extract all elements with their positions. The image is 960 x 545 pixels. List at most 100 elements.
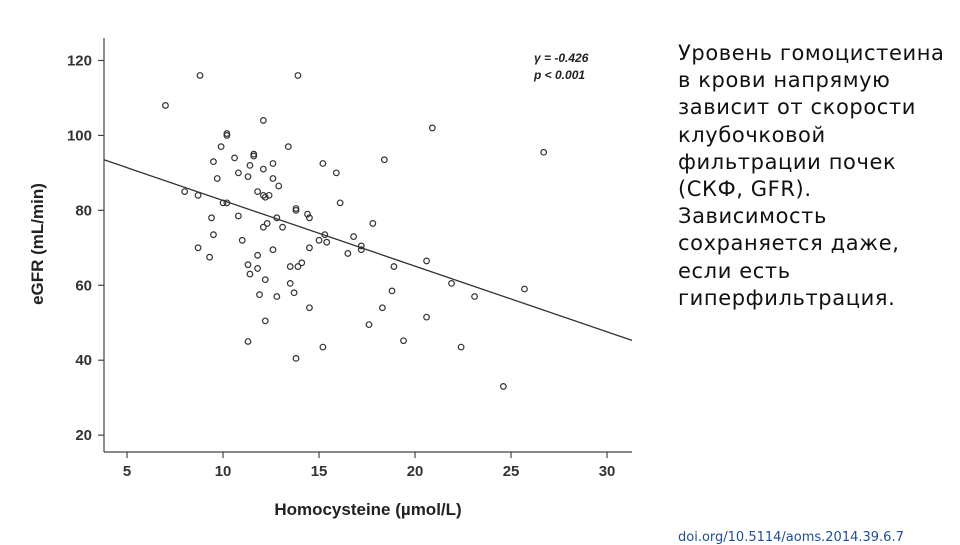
data-point — [357, 242, 365, 250]
data-point — [292, 206, 300, 214]
data-point — [206, 253, 214, 261]
y-tick-label: 120 — [67, 52, 92, 69]
y-axis-label: eGFR (mL/min) — [28, 183, 47, 305]
data-point — [298, 259, 306, 267]
data-point — [315, 236, 323, 244]
data-point — [254, 251, 262, 259]
data-point — [379, 304, 386, 312]
data-point — [263, 220, 271, 227]
data-point — [269, 160, 277, 167]
data-point — [279, 223, 286, 231]
x-axis-label: Homocysteine (µmol/L) — [274, 500, 461, 519]
data-point — [265, 191, 273, 199]
data-point — [208, 214, 215, 222]
data-point — [162, 102, 169, 109]
data-point — [223, 199, 231, 207]
data-point — [400, 337, 407, 345]
data-point — [246, 270, 254, 278]
data-point — [244, 173, 252, 181]
data-point — [357, 246, 365, 254]
data-point — [306, 304, 313, 312]
data-point — [423, 257, 430, 265]
data-point — [332, 169, 340, 177]
data-point — [390, 263, 398, 270]
x-tick-label: 10 — [215, 463, 232, 480]
data-point — [350, 233, 358, 240]
y-tick-label: 100 — [67, 127, 92, 144]
y-tick-label: 60 — [75, 277, 92, 294]
data-point — [269, 175, 277, 182]
r-annotation: γ = -0.426 — [534, 51, 589, 65]
data-point — [217, 143, 225, 151]
data-point — [380, 156, 388, 164]
x-tick-label: 30 — [599, 463, 616, 480]
data-point — [234, 169, 242, 177]
data-point — [210, 231, 217, 239]
data-point — [194, 191, 202, 199]
description-text: Уровень гомоцистеина в крови напрямую за… — [678, 41, 945, 310]
data-point — [213, 175, 221, 182]
data-point — [471, 293, 478, 300]
data-point — [181, 188, 189, 196]
data-point — [344, 250, 352, 257]
data-point — [196, 72, 204, 79]
data-point — [244, 338, 252, 345]
data-point — [369, 220, 377, 227]
data-point — [336, 199, 344, 207]
data-point — [250, 152, 258, 160]
data-point — [273, 293, 281, 300]
data-point — [499, 383, 507, 390]
data-point — [269, 246, 277, 254]
data-point — [540, 148, 548, 156]
x-tick-label: 5 — [123, 463, 131, 480]
data-point — [321, 231, 329, 239]
data-point — [323, 238, 331, 246]
data-point — [304, 210, 311, 218]
data-point — [256, 291, 263, 299]
data-point — [261, 317, 269, 325]
plot-area: 20 40 60 80 100 120 5 10 15 20 25 30 — [67, 38, 633, 480]
data-point — [306, 244, 313, 252]
data-point — [365, 321, 373, 329]
data-point — [286, 263, 294, 270]
data-point — [428, 124, 436, 132]
data-point — [294, 263, 302, 270]
data-point — [223, 132, 231, 139]
data-point — [292, 354, 300, 362]
data-point — [306, 214, 313, 222]
data-point — [261, 193, 269, 201]
data-point — [457, 343, 465, 351]
data-point — [294, 72, 302, 79]
data-point — [219, 199, 227, 207]
x-tick-label: 15 — [311, 463, 328, 480]
data-point — [290, 289, 298, 297]
data-point — [448, 280, 455, 287]
data-point — [284, 143, 292, 151]
y-tick-label: 40 — [75, 352, 92, 369]
data-point — [254, 188, 262, 196]
data-point — [286, 280, 294, 287]
data-point — [521, 285, 528, 293]
source-link[interactable]: doi.org/10.5114/aoms.2014.39.6.7 — [678, 530, 904, 545]
data-point — [210, 158, 217, 166]
x-tick-label: 20 — [407, 463, 424, 480]
data-point — [275, 182, 283, 190]
data-point — [246, 161, 254, 169]
x-tick-label: 25 — [503, 463, 520, 480]
data-point — [259, 117, 267, 124]
data-point — [254, 265, 262, 272]
data-point — [319, 160, 327, 167]
y-tick-label: 80 — [75, 202, 92, 219]
data-point — [261, 276, 269, 284]
data-point — [194, 244, 202, 252]
data-point — [238, 236, 246, 244]
data-point — [234, 212, 242, 220]
data-point — [259, 223, 267, 231]
data-point — [423, 313, 430, 321]
data-point — [388, 287, 396, 295]
data-point — [231, 154, 238, 162]
data-point — [244, 261, 252, 269]
data-point — [273, 214, 281, 222]
p-annotation: p < 0.001 — [533, 68, 585, 82]
